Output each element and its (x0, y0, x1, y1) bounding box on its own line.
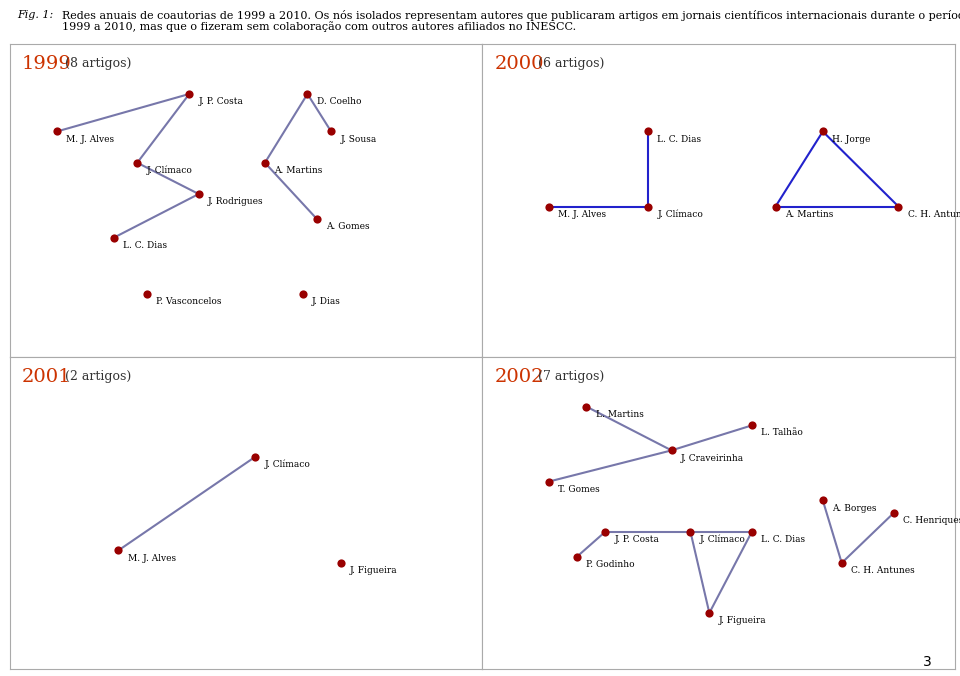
Point (309, 214, 324, 224)
Point (744, 526, 759, 537)
Text: A. Gomes: A. Gomes (326, 222, 370, 231)
Point (49, 126, 64, 137)
Text: J. Sousa: J. Sousa (341, 135, 377, 143)
Point (324, 126, 339, 137)
Text: 2002: 2002 (494, 368, 543, 385)
Point (815, 495, 830, 506)
Point (191, 189, 206, 199)
Point (640, 126, 656, 137)
Text: M. J. Alves: M. J. Alves (558, 210, 606, 218)
Text: P. Vasconcelos: P. Vasconcelos (156, 297, 222, 306)
Text: J. Figueira: J. Figueira (350, 566, 397, 575)
Text: J. Clímaco: J. Clímaco (658, 210, 704, 219)
Point (540, 201, 556, 212)
Point (257, 158, 273, 168)
Text: C. Henriques: C. Henriques (903, 516, 960, 525)
Text: J. Rodrigues: J. Rodrigues (208, 197, 264, 206)
Text: C. H. Antunes: C. H. Antunes (852, 566, 915, 575)
Point (744, 420, 759, 431)
Text: P. Godinho: P. Godinho (587, 560, 636, 569)
Point (569, 552, 585, 562)
Text: D. Coelho: D. Coelho (317, 97, 361, 106)
Text: J. P. Costa: J. P. Costa (199, 97, 244, 106)
Text: J. Clímaco: J. Clímaco (700, 535, 746, 544)
Text: A. Borges: A. Borges (832, 504, 876, 512)
Text: J. Clímaco: J. Clímaco (265, 460, 311, 469)
Point (683, 526, 698, 537)
Text: M. J. Alves: M. J. Alves (128, 554, 176, 562)
Text: A. Martins: A. Martins (785, 210, 833, 218)
Text: J. Craveirinha: J. Craveirinha (681, 454, 744, 462)
Text: L. Talhão: L. Talhão (761, 429, 804, 437)
Point (248, 452, 263, 462)
Text: A. Martins: A. Martins (275, 166, 323, 175)
Point (300, 89, 315, 99)
Point (130, 158, 145, 168)
Text: L. C. Dias: L. C. Dias (761, 535, 805, 544)
Text: L. C. Dias: L. C. Dias (658, 135, 702, 143)
Point (886, 508, 901, 518)
Point (598, 526, 613, 537)
Point (815, 126, 830, 137)
Text: C. H. Antunes: C. H. Antunes (908, 210, 960, 218)
Text: J. Figueira: J. Figueira (719, 616, 766, 625)
Point (768, 201, 783, 212)
Point (110, 545, 126, 556)
Text: Redes anuais de coautorias de 1999 a 2010. Os nós isolados representam autores q: Redes anuais de coautorias de 1999 a 201… (62, 10, 960, 21)
Text: 1999 a 2010, mas que o fizeram sem colaboração com outros autores afiliados no I: 1999 a 2010, mas que o fizeram sem colab… (62, 22, 577, 32)
Point (834, 558, 850, 569)
Text: L. Martins: L. Martins (596, 410, 644, 418)
Text: (6 artigos): (6 artigos) (539, 57, 605, 70)
Text: M. J. Alves: M. J. Alves (66, 135, 114, 143)
Point (579, 401, 594, 412)
Point (702, 608, 717, 619)
Text: L. C. Dias: L. C. Dias (123, 241, 167, 250)
Text: 2001: 2001 (21, 368, 71, 385)
Text: 3: 3 (923, 655, 931, 669)
Text: 1999: 1999 (21, 55, 71, 73)
Text: (2 artigos): (2 artigos) (65, 370, 132, 383)
Point (640, 201, 656, 212)
Point (106, 233, 121, 243)
Point (891, 201, 906, 212)
Text: (8 artigos): (8 artigos) (65, 57, 132, 70)
Text: (7 artigos): (7 artigos) (539, 370, 605, 383)
Point (139, 289, 155, 299)
Text: T. Gomes: T. Gomes (558, 485, 600, 493)
Point (540, 476, 556, 487)
Text: J. P. Costa: J. P. Costa (614, 535, 660, 544)
Point (181, 89, 197, 99)
Point (295, 289, 310, 299)
Point (333, 558, 348, 569)
Text: J. Dias: J. Dias (312, 297, 341, 306)
Text: Fig. 1:: Fig. 1: (17, 10, 54, 20)
Text: H. Jorge: H. Jorge (832, 135, 871, 143)
Point (664, 445, 680, 456)
Text: J. Clímaco: J. Clímaco (147, 166, 193, 175)
Text: 2000: 2000 (494, 55, 543, 73)
